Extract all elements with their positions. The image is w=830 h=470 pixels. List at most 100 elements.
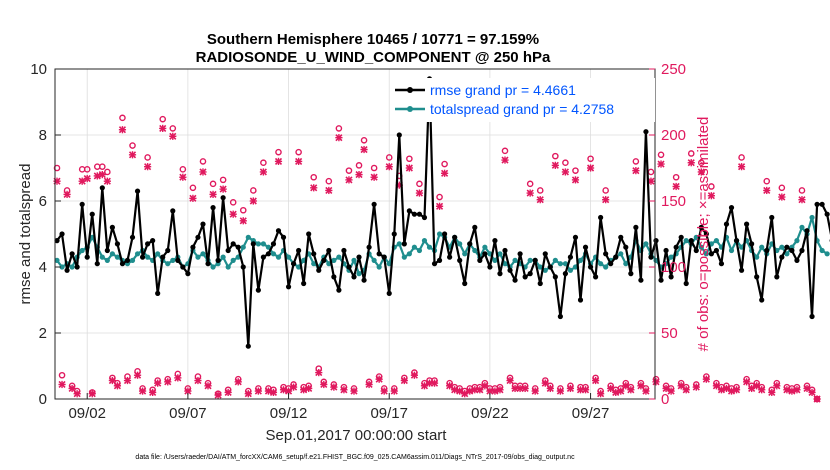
- rmse-point: [587, 264, 594, 270]
- obs-assimilated-marker: [682, 386, 690, 394]
- obs-assimilated-marker: [435, 202, 444, 210]
- obs-possible-marker: [250, 187, 257, 194]
- rmse-point: [165, 247, 171, 254]
- obs-assimilated-marker: [63, 190, 71, 198]
- rmse-point: [296, 247, 302, 254]
- obs-possible-marker: [335, 125, 343, 132]
- totalspread-point: [396, 241, 402, 247]
- rmse-point: [155, 290, 161, 296]
- obs-assimilated-marker: [53, 177, 61, 185]
- rmse-point: [376, 251, 382, 257]
- rmse-point: [260, 254, 266, 260]
- rmse-point: [738, 267, 745, 273]
- obs-possible-marker: [406, 155, 413, 163]
- rmse-point: [275, 228, 282, 234]
- obs-assimilated-marker: [592, 376, 600, 385]
- y-axis-label: rmse and totalspread: [17, 164, 34, 305]
- y-tick-label: 8: [39, 127, 47, 144]
- totalspread-point: [240, 244, 246, 250]
- obs-assimilated-marker: [773, 382, 781, 390]
- obs-assimilated-marker: [118, 126, 127, 134]
- totalspread-point: [109, 251, 115, 257]
- totalspread-point: [819, 247, 825, 254]
- obs-assimilated-marker: [300, 386, 308, 394]
- obs-assimilated-marker: [561, 168, 570, 176]
- obs-assimilated-marker: [586, 164, 595, 172]
- totalspread-point: [668, 254, 674, 260]
- rmse-point: [547, 264, 553, 270]
- rmse-point: [321, 257, 327, 263]
- rmse-point: [572, 234, 579, 240]
- rmse-point: [59, 231, 65, 237]
- totalspread-point: [497, 251, 503, 257]
- obs-assimilated-marker: [320, 380, 328, 389]
- totalspread-point: [376, 264, 382, 270]
- rmse-point: [215, 257, 221, 263]
- obs-assimilated-marker: [355, 171, 363, 179]
- rmse-point: [598, 214, 604, 221]
- totalspread-point: [698, 244, 704, 250]
- obs-possible-marker: [179, 166, 187, 173]
- obs-assimilated-marker: [88, 390, 96, 398]
- rmse-point: [361, 277, 367, 283]
- rmse-point: [648, 254, 654, 260]
- totalspread-point: [799, 224, 805, 230]
- obs-assimilated-marker: [743, 378, 751, 386]
- rmse-point: [104, 247, 110, 254]
- rmse-point: [109, 224, 115, 230]
- obs-assimilated-marker: [672, 182, 680, 191]
- rmse-point: [301, 280, 307, 287]
- rmse-point: [482, 251, 488, 257]
- obs-assimilated-marker: [310, 184, 318, 192]
- obs-assimilated-marker: [667, 387, 675, 395]
- totalspread-point: [245, 234, 251, 240]
- rmse-point: [603, 251, 609, 257]
- y-tick-label: 6: [39, 193, 47, 210]
- totalspread-point: [426, 244, 433, 250]
- obs-possible-marker: [385, 154, 393, 161]
- legend-rmse-label: rmse grand pr = 4.4661: [430, 82, 576, 98]
- totalspread-point: [598, 261, 604, 267]
- data-file-footnote: data file: /Users/raeder/DAI/ATM_forcXX/…: [135, 454, 575, 461]
- rmse-point: [698, 224, 704, 230]
- totalspread-point: [728, 247, 735, 254]
- obs-assimilated-marker: [244, 390, 252, 398]
- x-tick-label: 09/02: [68, 405, 106, 422]
- obs-possible-marker: [672, 173, 680, 181]
- totalspread-point: [542, 267, 548, 273]
- rmse-point: [180, 264, 186, 270]
- rmse-point: [567, 254, 574, 260]
- obs-assimilated-marker: [73, 390, 81, 398]
- left-axis: 0 2 4 6 8 10: [30, 61, 61, 408]
- obs-assimilated-marker: [345, 176, 353, 184]
- rmse-point: [331, 274, 337, 280]
- obs-possible-marker: [83, 166, 91, 173]
- totalspread-point: [275, 254, 282, 260]
- chart-subtitle: RADIOSONDE_U_WIND_COMPONENT @ 250 hPa: [196, 49, 551, 66]
- obs-assimilated-marker: [617, 387, 625, 395]
- obs-assimilated-marker: [697, 168, 705, 176]
- obs-possible-marker: [416, 180, 423, 188]
- rmse-point: [633, 224, 639, 230]
- totalspread-point: [567, 267, 574, 273]
- obs-assimilated-marker: [154, 379, 162, 387]
- y-right-tick-label: 250: [661, 61, 686, 78]
- rmse-point: [401, 241, 407, 247]
- obs-assimilated-marker: [204, 382, 212, 390]
- rmse-point: [804, 228, 810, 234]
- legend-rmse-marker: [407, 87, 413, 93]
- obs-assimilated-marker: [556, 387, 564, 395]
- rmse-point: [89, 211, 95, 217]
- rmse-point: [99, 185, 105, 191]
- rmse-point: [240, 264, 246, 270]
- totalspread-point: [623, 261, 629, 267]
- rmse-point: [54, 238, 60, 244]
- rmse-point: [628, 271, 634, 277]
- obs-possible-marker: [53, 164, 61, 172]
- obs-assimilated-marker: [350, 387, 358, 395]
- rmse-point: [663, 247, 669, 254]
- rmse-point: [552, 274, 558, 280]
- right-axis: 0 50 100 150 200 250: [649, 61, 686, 408]
- rmse-point: [270, 241, 277, 247]
- rmse-point: [613, 254, 619, 260]
